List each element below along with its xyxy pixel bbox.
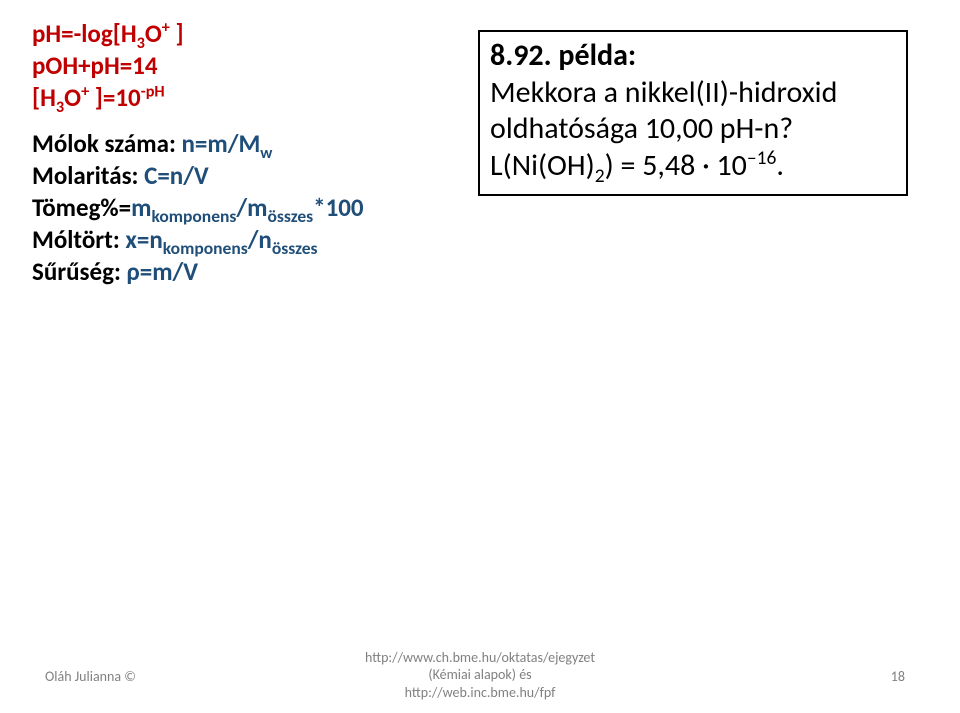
spacer: [32, 114, 364, 128]
formula-block: pH=-log[H3O+ ] pOH+pH=14 [H3O+ ]=10-pH M…: [32, 18, 364, 288]
value: x=nkomponens/nösszes: [120, 224, 318, 255]
label: Molaritás:: [32, 160, 144, 191]
text: /m: [236, 192, 267, 223]
sub: 2: [595, 164, 605, 188]
formula-tomeg: Tömeg%=mkomponens/mösszes*100: [32, 192, 364, 224]
example-line2: oldhatósága 10,00 pH-n?: [490, 111, 896, 148]
formula-ph-def: pH=-log[H3O+ ]: [32, 18, 364, 50]
text: x=n: [120, 224, 163, 255]
label: Móltört:: [32, 224, 120, 255]
value: mkomponens/mösszes*100: [131, 192, 364, 223]
sub: 3: [56, 98, 64, 117]
footer-link-2: (Kémiai alapok) és: [0, 666, 960, 684]
value: n=m/Mw: [182, 128, 273, 159]
footer-links: http://www.ch.bme.hu/oktatas/ejegyzet (K…: [0, 649, 960, 702]
sub: w: [260, 144, 272, 163]
formula-molarity: Molaritás: C=n/V: [32, 160, 364, 192]
example-box: 8.92. példa: Mekkora a nikkel(II)-hidrox…: [478, 30, 908, 196]
value: C=n/V: [144, 160, 209, 191]
text: O: [64, 82, 81, 113]
formula-suruseg: Sűrűség: ρ=m/V: [32, 256, 364, 288]
footer-link-1: http://www.ch.bme.hu/oktatas/ejegyzet: [0, 649, 960, 667]
text: *100: [313, 192, 363, 223]
text: [H: [32, 82, 56, 113]
text: /n: [248, 224, 272, 255]
formula-moltort: Móltört: x=nkomponens/nösszes: [32, 224, 364, 256]
sub: összes: [272, 237, 318, 259]
formula-h3o: [H3O+ ]=10-pH: [32, 82, 364, 114]
formula-molok: Mólok száma: n=m/Mw: [32, 128, 364, 160]
slide: pH=-log[H3O+ ] pOH+pH=14 [H3O+ ]=10-pH M…: [0, 0, 960, 713]
text: O: [145, 18, 162, 49]
example-title: 8.92. példa:: [490, 38, 896, 75]
sup: +: [81, 83, 89, 102]
formula-poh-ph: pOH+pH=14: [32, 50, 364, 82]
value: ρ=m/V: [127, 256, 199, 287]
text: ]=10: [89, 82, 141, 113]
footer-link-3: http://web.inc.bme.hu/fpf: [0, 684, 960, 702]
label: Tömeg%=: [32, 192, 131, 223]
text: ) = 5,48 · 10: [605, 147, 747, 184]
text: .: [776, 147, 784, 184]
example-line1: Mekkora a nikkel(II)-hidroxid: [490, 75, 896, 112]
label: Sűrűség:: [32, 256, 127, 287]
text: m: [131, 192, 151, 223]
sup: +: [162, 19, 170, 38]
text: n=m/M: [182, 128, 261, 159]
sup: –16: [747, 146, 776, 170]
text: pH=-log[H: [32, 18, 137, 49]
sup: -pH: [141, 83, 165, 102]
example-line3: L(Ni(OH)2) = 5,48 · 10–16.: [490, 148, 896, 185]
text: ]: [170, 18, 184, 49]
footer-page-number: 18: [891, 668, 905, 685]
label: Mólok száma:: [32, 128, 182, 159]
text: L(Ni(OH): [490, 147, 595, 184]
